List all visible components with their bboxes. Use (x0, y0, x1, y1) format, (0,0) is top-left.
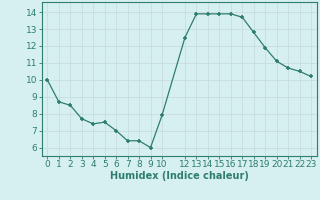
X-axis label: Humidex (Indice chaleur): Humidex (Indice chaleur) (110, 171, 249, 181)
